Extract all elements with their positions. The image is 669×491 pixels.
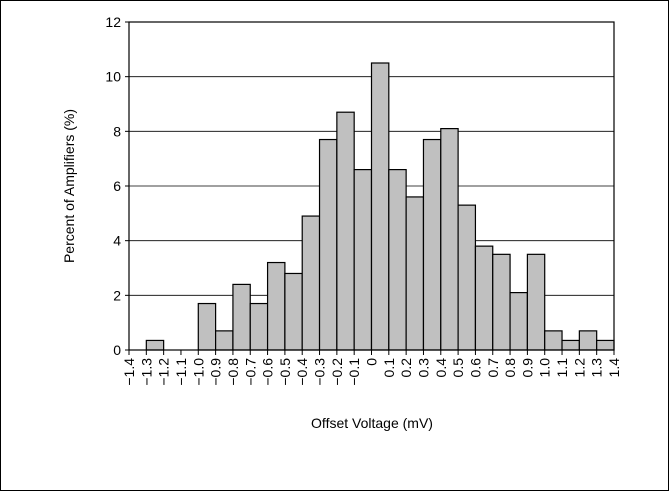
x-tick-label: 1.0 [537,358,553,378]
bar [405,196,425,351]
x-tick-label: 0.5 [450,358,466,378]
bar [509,292,528,351]
y-tick-label: 12 [105,14,121,30]
bar [284,272,303,351]
x-tick-label: 1.1 [554,358,570,378]
x-tick-label: −0.2 [329,358,345,386]
bar [544,330,563,351]
x-tick-label: 0.2 [398,358,414,378]
x-tick-label: 0.1 [381,358,397,378]
x-tick-label: 0.7 [485,358,501,378]
bar [596,339,615,351]
x-tick-label: −0.5 [277,358,293,386]
bar [232,283,251,351]
bar [353,169,373,351]
x-tick-label: −1.2 [156,358,172,386]
x-tick-label: −1.4 [121,358,137,386]
x-tick-label: 1.3 [589,358,605,378]
x-tick-label: −0.8 [225,358,241,386]
bar [145,339,165,351]
x-tick-label: 0.6 [467,358,483,378]
y-tick-label: 0 [113,342,121,358]
y-axis-label: Percent of Amplifiers (%) [61,109,77,263]
x-tick-label: −1.1 [173,358,189,386]
plot-frame [128,21,615,351]
bar [249,302,269,351]
bar [197,302,217,351]
bar [301,215,321,351]
bar [578,330,598,351]
bar [336,111,355,351]
bar [440,128,459,351]
x-tick-label: 0.9 [519,358,535,378]
x-tick-label: −0.3 [312,358,328,386]
x-tick-label: 0 [364,358,380,366]
bar [215,330,234,351]
x-tick-label: −0.4 [294,358,310,386]
x-tick-label: −0.1 [346,358,362,386]
x-tick-label: 0.4 [433,358,449,378]
x-tick-label: 0.3 [415,358,431,378]
x-tick-label: −0.7 [242,358,258,386]
x-tick-label: −0.6 [260,358,276,386]
bar [266,261,286,351]
bar [422,138,442,351]
bar [474,245,494,351]
bar [370,62,390,351]
x-tick-label: −1.0 [190,358,206,386]
bar [388,169,407,351]
y-tick-label: 4 [113,233,121,249]
bar [526,253,546,351]
y-tick-label: 8 [113,123,121,139]
x-tick-label: 1.4 [606,358,622,378]
bar [457,204,477,351]
bar [561,339,580,351]
x-axis-label: Offset Voltage (mV) [311,415,433,431]
x-tick-label: 0.8 [502,358,518,378]
y-tick-label: 2 [113,287,121,303]
bar [318,138,338,351]
x-tick-label: 1.2 [571,358,587,378]
y-tick-label: 10 [105,69,121,85]
x-tick-label: −0.9 [208,358,224,386]
bar [492,253,511,351]
y-tick-label: 6 [113,178,121,194]
x-tick-label: −1.3 [138,358,154,386]
